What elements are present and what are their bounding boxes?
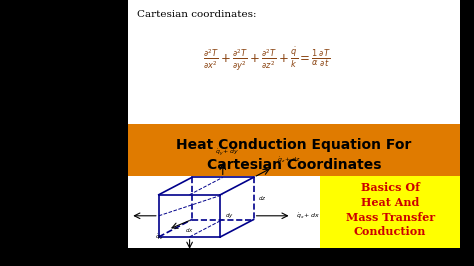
FancyBboxPatch shape [320,176,460,248]
Text: $dx$: $dx$ [185,226,194,234]
Text: Heat Conduction Equation For: Heat Conduction Equation For [176,138,411,152]
Text: Basics Of: Basics Of [361,182,419,193]
Text: Cartesian Coordinates: Cartesian Coordinates [207,158,381,172]
Text: $\dot{q}_x$: $\dot{q}_x$ [117,211,126,221]
Text: $\frac{\partial^2 T}{\partial x^2}+\frac{\partial^2 T}{\partial y^2}+\frac{\part: $\frac{\partial^2 T}{\partial x^2}+\frac… [203,45,331,73]
Text: $\dot{q}_x + dx$: $\dot{q}_x + dx$ [296,211,320,221]
Text: $\dot{q}_z + dz$: $\dot{q}_z + dz$ [277,155,301,165]
Text: Mass Transfer: Mass Transfer [346,211,435,223]
FancyBboxPatch shape [128,124,460,176]
FancyBboxPatch shape [128,0,460,124]
Text: $dz$: $dz$ [258,194,267,202]
Text: $\dot{q}_y + dy$: $\dot{q}_y + dy$ [216,147,239,157]
Text: $\dot{q}_z$: $\dot{q}_z$ [155,232,164,242]
Text: $\dot{q}_y$: $\dot{q}_y$ [185,257,194,266]
Text: Cartesian coordinates:: Cartesian coordinates: [137,10,257,19]
FancyBboxPatch shape [128,176,320,248]
Text: Heat And: Heat And [361,197,419,208]
Text: Conduction: Conduction [354,226,426,238]
Text: $dy$: $dy$ [225,211,234,220]
